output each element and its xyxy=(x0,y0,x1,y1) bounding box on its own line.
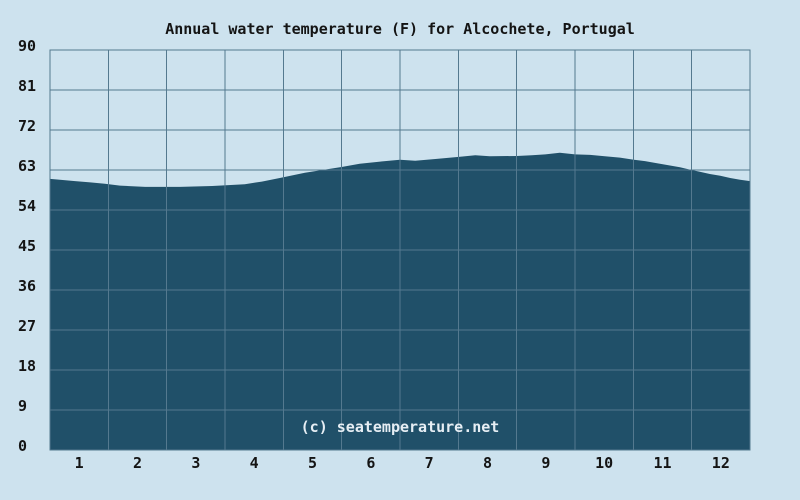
x-tick-label: 10 xyxy=(595,454,614,472)
plot-border xyxy=(49,49,751,451)
y-tick-label: 9 xyxy=(18,397,28,415)
y-tick-label: 27 xyxy=(18,317,37,335)
y-tick-label: 0 xyxy=(18,437,28,455)
y-tick-label: 45 xyxy=(18,237,37,255)
y-tick-label: 54 xyxy=(18,197,37,215)
x-tick-label: 7 xyxy=(424,454,434,472)
x-tick-label: 6 xyxy=(366,454,376,472)
watermark: (c) seatemperature.net xyxy=(300,418,500,436)
y-tick-label: 90 xyxy=(18,37,37,55)
x-tick-label: 1 xyxy=(74,454,84,472)
y-tick-label: 63 xyxy=(18,157,37,175)
y-tick-label: 18 xyxy=(18,357,37,375)
x-tick-label: 9 xyxy=(541,454,551,472)
x-tick-label: 8 xyxy=(482,454,493,472)
y-tick-label: 81 xyxy=(18,77,37,95)
y-tick-label: 36 xyxy=(18,277,37,295)
x-tick-label: 11 xyxy=(653,454,672,472)
x-tick-label: 4 xyxy=(249,454,259,472)
chart-title: Annual water temperature (F) for Alcoche… xyxy=(165,20,635,38)
x-tick-label: 5 xyxy=(307,454,318,472)
x-tick-label: 3 xyxy=(191,454,201,472)
y-tick-label: 72 xyxy=(18,117,37,135)
x-tick-label: 2 xyxy=(132,454,143,472)
x-tick-label: 12 xyxy=(711,454,730,472)
